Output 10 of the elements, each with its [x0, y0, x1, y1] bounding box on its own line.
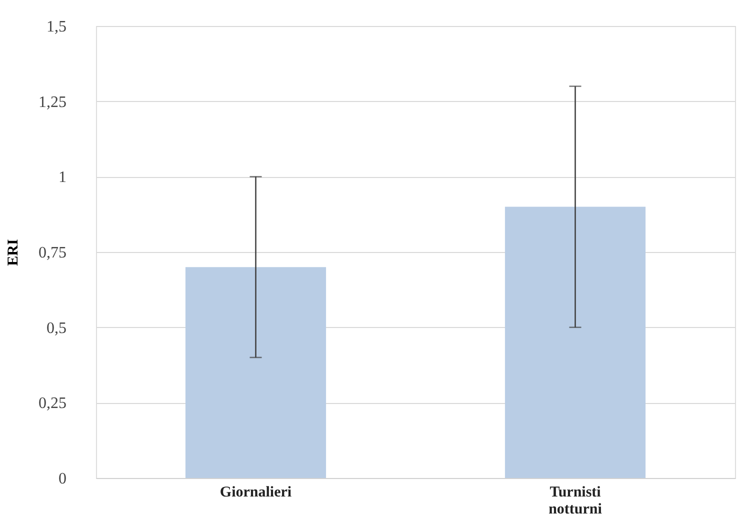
y-tick-label: 0,75 — [38, 244, 66, 262]
x-tick-label: Giornalieri — [220, 484, 292, 500]
y-tick-label: 0 — [58, 470, 66, 488]
y-axis-title: ERI — [6, 239, 22, 266]
y-tick-label: 0,5 — [46, 320, 66, 337]
y-tick-label: 1 — [58, 169, 66, 186]
x-tick-label: Turnisti notturni — [548, 484, 602, 518]
y-tick-label: 0,25 — [38, 395, 66, 412]
y-tick-label: 1,25 — [38, 94, 66, 111]
y-tick-label: 1,5 — [46, 18, 66, 36]
